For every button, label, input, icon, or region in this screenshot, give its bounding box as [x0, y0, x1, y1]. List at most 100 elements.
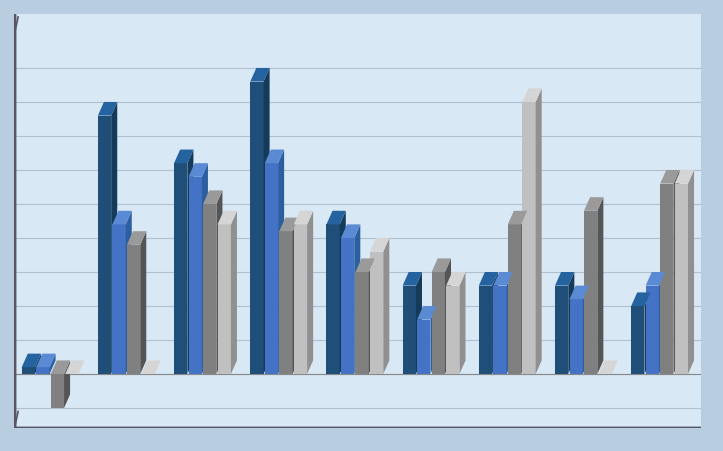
Polygon shape: [250, 68, 270, 82]
Polygon shape: [126, 211, 132, 374]
Bar: [279, 231, 293, 374]
Bar: [403, 285, 416, 374]
Polygon shape: [660, 170, 680, 184]
Polygon shape: [98, 102, 117, 115]
Polygon shape: [64, 360, 70, 408]
Polygon shape: [584, 197, 604, 211]
Bar: [327, 225, 340, 374]
Polygon shape: [36, 354, 56, 367]
Polygon shape: [155, 360, 161, 374]
Polygon shape: [599, 360, 618, 374]
Bar: [98, 115, 111, 374]
Polygon shape: [79, 360, 85, 374]
Polygon shape: [216, 190, 223, 374]
Polygon shape: [294, 211, 313, 225]
Bar: [522, 102, 536, 374]
Polygon shape: [646, 272, 665, 285]
Bar: [493, 285, 507, 374]
Polygon shape: [445, 258, 451, 374]
Polygon shape: [492, 272, 498, 374]
Bar: [36, 367, 50, 374]
Bar: [250, 82, 264, 374]
Polygon shape: [35, 354, 41, 374]
Polygon shape: [50, 354, 56, 374]
Bar: [265, 163, 278, 374]
Polygon shape: [370, 238, 389, 252]
Polygon shape: [140, 231, 146, 374]
Bar: [631, 306, 644, 374]
Bar: [51, 374, 64, 408]
Bar: [417, 320, 430, 374]
Polygon shape: [22, 354, 41, 367]
Polygon shape: [479, 272, 498, 285]
Polygon shape: [356, 258, 375, 272]
Bar: [660, 184, 674, 374]
Polygon shape: [340, 211, 346, 374]
Polygon shape: [597, 197, 604, 374]
Polygon shape: [675, 170, 694, 184]
Polygon shape: [327, 211, 346, 225]
Polygon shape: [231, 211, 237, 374]
Polygon shape: [189, 163, 208, 177]
Bar: [356, 272, 369, 374]
Polygon shape: [278, 150, 284, 374]
Polygon shape: [522, 88, 542, 102]
Bar: [370, 252, 383, 374]
Polygon shape: [555, 272, 574, 285]
Polygon shape: [459, 272, 466, 374]
Bar: [584, 211, 597, 374]
Polygon shape: [688, 170, 694, 374]
Polygon shape: [403, 272, 422, 285]
Bar: [203, 204, 216, 374]
Polygon shape: [293, 217, 299, 374]
Polygon shape: [202, 163, 208, 374]
Polygon shape: [417, 306, 437, 320]
Polygon shape: [218, 211, 237, 225]
Polygon shape: [65, 360, 85, 374]
Polygon shape: [264, 68, 270, 374]
Polygon shape: [570, 285, 589, 299]
Polygon shape: [265, 150, 284, 163]
Polygon shape: [174, 150, 194, 163]
Polygon shape: [279, 217, 299, 231]
Bar: [555, 285, 568, 374]
Polygon shape: [51, 360, 70, 374]
Polygon shape: [111, 102, 117, 374]
Polygon shape: [430, 306, 437, 374]
Bar: [218, 225, 231, 374]
Polygon shape: [127, 231, 146, 245]
Bar: [570, 299, 583, 374]
Bar: [508, 225, 521, 374]
Bar: [446, 285, 459, 374]
Polygon shape: [507, 272, 513, 374]
Bar: [675, 184, 688, 374]
Polygon shape: [142, 360, 161, 374]
Bar: [189, 177, 202, 374]
Polygon shape: [612, 360, 618, 374]
Polygon shape: [536, 88, 542, 374]
Polygon shape: [631, 292, 651, 306]
Bar: [174, 163, 187, 374]
Polygon shape: [674, 170, 680, 374]
Polygon shape: [446, 272, 466, 285]
Bar: [294, 225, 307, 374]
Polygon shape: [203, 190, 223, 204]
Polygon shape: [369, 258, 375, 374]
Polygon shape: [354, 225, 360, 374]
Polygon shape: [383, 238, 389, 374]
Polygon shape: [644, 292, 651, 374]
Polygon shape: [508, 211, 527, 225]
Polygon shape: [187, 150, 194, 374]
Polygon shape: [568, 272, 574, 374]
Polygon shape: [521, 211, 527, 374]
Polygon shape: [659, 272, 665, 374]
Bar: [127, 245, 140, 374]
Bar: [432, 272, 445, 374]
Polygon shape: [341, 225, 360, 238]
Polygon shape: [583, 285, 589, 374]
Polygon shape: [307, 211, 313, 374]
Polygon shape: [112, 211, 132, 225]
Bar: [112, 225, 126, 374]
Bar: [22, 367, 35, 374]
Bar: [479, 285, 492, 374]
